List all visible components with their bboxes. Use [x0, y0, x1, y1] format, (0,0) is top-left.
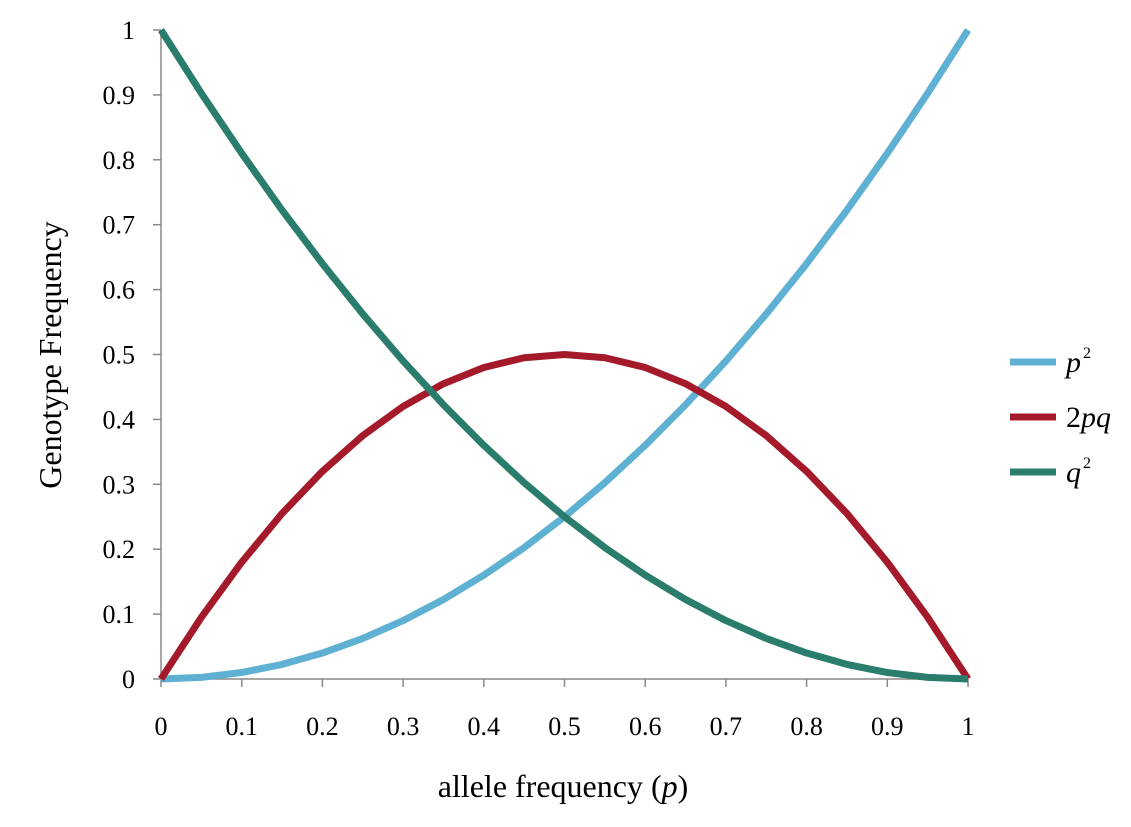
y-tick-label: 0.6 [103, 276, 136, 305]
x-axis-title: allele frequency (p) [438, 768, 689, 804]
y-tick-label: 0 [122, 665, 135, 694]
y-tick-label: 0.3 [103, 470, 136, 499]
y-tick-label: 0.4 [103, 405, 136, 434]
x-tick-label: 0.7 [710, 712, 743, 741]
y-tick-label: 0.1 [103, 600, 136, 629]
series-layer [158, 28, 971, 683]
y-tick-label: 0.2 [103, 535, 136, 564]
x-tick-label: 1 [962, 712, 975, 741]
x-tick-label: 0.8 [790, 712, 823, 741]
y-tick-label: 0.5 [103, 341, 136, 370]
y-axis-title: Genotype Frequency [32, 221, 68, 488]
x-tick-label: 0.4 [468, 712, 501, 741]
x-tick-label: 0.2 [306, 712, 339, 741]
chart-axes [153, 29, 969, 687]
series-line-2pq [158, 351, 971, 681]
x-tick-label: 0 [155, 712, 168, 741]
series-line-q2 [158, 28, 969, 683]
x-tick-label: 0.3 [387, 712, 420, 741]
x-tick-label: 0.6 [629, 712, 662, 741]
x-tick-label: 0.1 [225, 712, 258, 741]
tick-labels: 0 0.1 0.2 0.3 0.4 0.5 0.6 0.7 0.8 0.9 1 0 0.1 0.2 0.3 0… [103, 16, 975, 741]
y-tick-label: 0.7 [103, 211, 136, 240]
x-tick-label: 0.5 [548, 712, 581, 741]
x-tick-label: 0.9 [871, 712, 904, 741]
legend-label-2pq: 2pq [1066, 401, 1111, 434]
y-tick-label: 1 [122, 16, 135, 45]
legend: p 2 2pq q 2 [1010, 345, 1111, 489]
y-tick-label: 0.8 [103, 146, 136, 175]
y-tick-label: 0.9 [103, 81, 136, 110]
legend-item-2pq: 2pq [1010, 401, 1111, 434]
